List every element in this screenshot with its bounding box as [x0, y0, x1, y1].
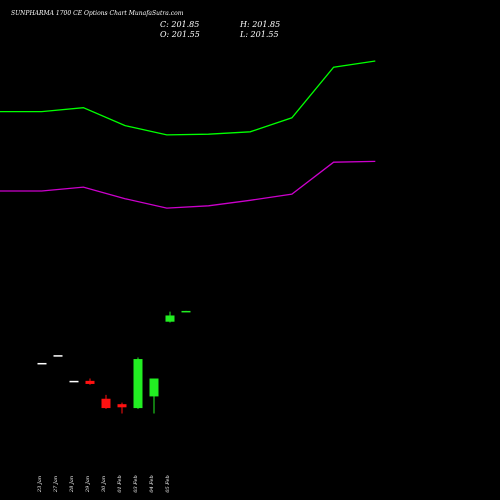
high-value: H: 201.85 — [240, 20, 281, 29]
chart-title: SUNPHARMA 1700 CE Options Chart MunafaSu… — [11, 10, 184, 17]
candle-body-28-jan — [69, 380, 79, 383]
candle-body-05-feb — [181, 310, 191, 313]
open-value: O: 201.55 — [160, 30, 200, 39]
candle-body-01-feb — [133, 359, 143, 409]
band-line-0 — [0, 60, 376, 136]
candle-body-31-jan — [117, 404, 127, 408]
x-tick-label: 28 Jan — [69, 476, 75, 493]
x-tick-label: 05 Feb — [165, 475, 171, 492]
band-line-1 — [0, 160, 376, 209]
x-tick-label: 27 Jan — [53, 476, 59, 493]
candle-body-04-feb — [165, 315, 175, 322]
candle-body-23-jan — [37, 362, 47, 365]
candle-body-03-feb — [149, 378, 159, 397]
x-tick-label: 29 Jan — [85, 476, 91, 493]
x-tick-label: 01 Feb — [117, 475, 123, 492]
x-tick-label: 03 Feb — [133, 475, 139, 492]
x-tick-label: 23 Jan — [37, 476, 43, 493]
low-value: L: 201.55 — [240, 30, 279, 39]
candle-body-27-jan — [53, 355, 63, 357]
x-tick-label: 30 Jan — [101, 476, 107, 492]
close-value: C: 201.85 — [160, 20, 200, 29]
candle-body-29-jan — [85, 380, 95, 384]
x-tick-label: 04 Feb — [149, 475, 155, 492]
candle-body-30-jan — [101, 398, 111, 409]
